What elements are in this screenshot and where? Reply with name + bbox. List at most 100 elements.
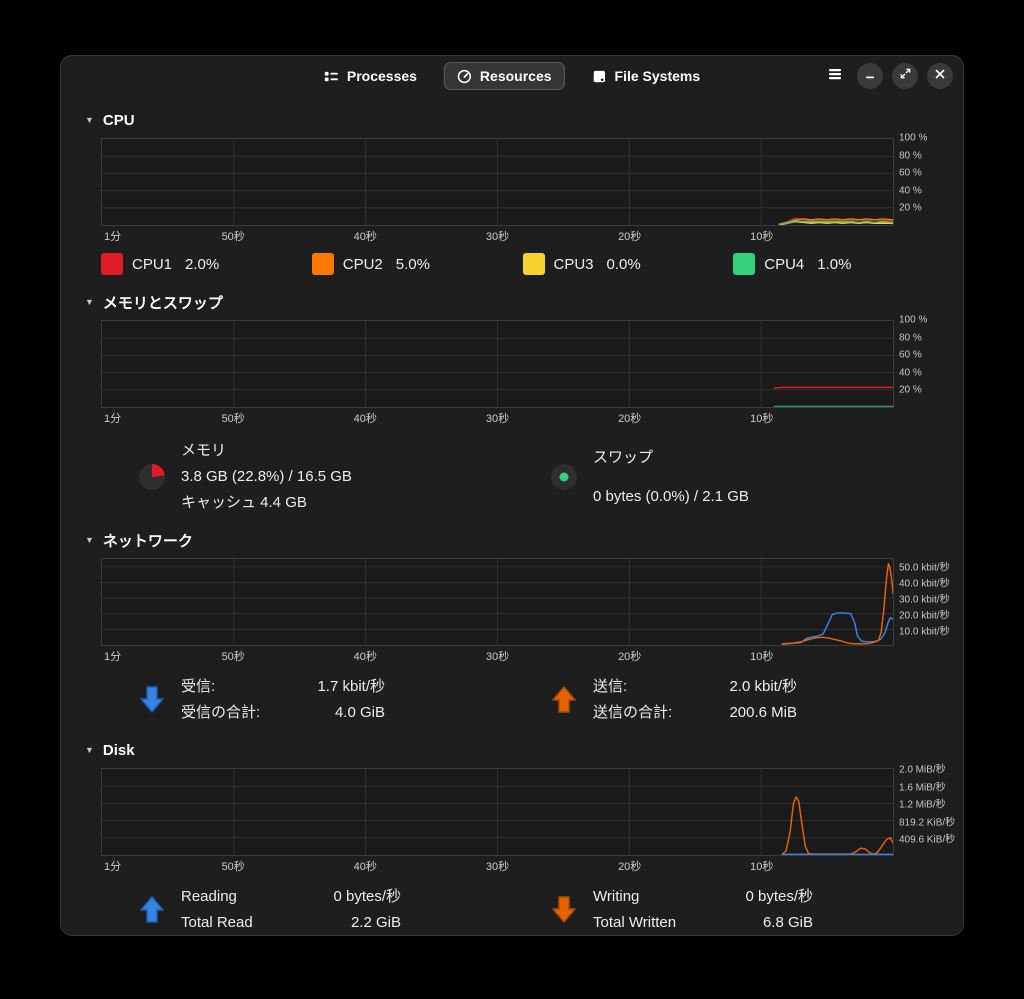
write-arrow-icon [551,895,577,925]
cpu-section-title: CPU [102,111,135,129]
cpu1-color-swatch [101,253,123,275]
hamburger-icon [827,67,843,86]
network-section-expander[interactable]: ▼ ネットワーク [85,529,963,551]
memory-chart-x-axis: 1分 50秒 40秒 30秒 20秒 10秒 [101,410,894,426]
tab-processes[interactable]: Processes [311,62,430,90]
x-axis-label: 20秒 [618,231,642,243]
y-axis-label: 60 % [899,167,922,179]
cpu-chart [101,138,894,226]
x-axis-label: 30秒 [485,861,510,873]
x-axis-label: 40秒 [353,651,377,663]
x-axis-label: 30秒 [485,413,510,425]
swap-detail-group: スワップ 0 bytes (0.0%) / 2.1 GB [551,438,963,516]
swap-dot [559,472,569,482]
disk-chart-y-axis: 2.0 MiB/秒 1.6 MiB/秒 1.2 MiB/秒 819.2 KiB/秒 40… [899,765,961,856]
write-label: Writing [593,888,640,905]
cpu3-label: CPU3 [553,255,594,273]
network-details: 受信: 1.7 kbit/秒 受信の合計: 4.0 GiB 送信: 2.0 kb… [139,674,963,726]
cpu-chart-area: 1分 50秒 40秒 30秒 20秒 10秒 100 % 80 % 60 % 40 % 20 % [101,133,963,244]
y-axis-label: 819.2 KiB/秒 [899,817,956,829]
send-total-label: 送信の合計: [593,704,673,721]
tab-resources[interactable]: Resources [443,62,565,90]
y-axis-label: 80 % [899,150,922,162]
x-axis-label: 10秒 [750,651,774,663]
chevron-down-icon: ▼ [85,744,94,755]
x-axis-label: 30秒 [485,651,510,663]
network-receive-group: 受信: 1.7 kbit/秒 受信の合計: 4.0 GiB [139,674,551,726]
memory-usage: 3.8 GB (22.8%) / 16.5 GB [181,468,352,485]
tab-processes-label: Processes [346,68,417,84]
upload-arrow-icon [551,685,577,715]
y-axis-label: 100 % [899,132,928,144]
minimize-icon [864,67,876,85]
y-axis-label: 1.6 MiB/秒 [899,782,946,794]
memory-details: メモリ 3.8 GB (22.8%) / 16.5 GB キャッシュ 4.4 G… [139,438,963,516]
cpu2-label: CPU2 [342,255,383,273]
y-axis-label: 40.0 kbit/秒 [899,578,950,590]
disk-write-group: Writing 0 bytes/秒 Total Written 6.8 GiB [551,884,963,935]
send-value: 2.0 kbit/秒 [729,678,797,695]
x-axis-label: 10秒 [750,413,774,425]
close-icon [934,67,946,85]
disk-section-expander[interactable]: ▼ Disk [85,739,963,761]
disk-details: Reading 0 bytes/秒 Total Read 2.2 GiB Wri… [139,884,963,935]
memory-chart-area: 1分 50秒 40秒 30秒 20秒 10秒 100 % 80 % 60 % 40 % 20 % [101,315,963,426]
y-axis-label: 1.2 MiB/秒 [899,799,946,811]
y-axis-label: 20 % [899,384,922,396]
network-chart-y-axis: 50.0 kbit/秒 40.0 kbit/秒 30.0 kbit/秒 20.0 kb… [899,558,961,646]
receive-total-value: 4.0 GiB [334,704,385,721]
cpu1-value: 2.0% [185,255,220,273]
x-axis-label: 1分 [104,413,122,425]
y-axis-label: 20.0 kbit/秒 [899,610,950,622]
maximize-button[interactable] [892,63,918,89]
read-total-label: Total Read [181,914,253,931]
x-axis-label: 40秒 [353,861,377,873]
read-value: 0 bytes/秒 [333,888,401,905]
memory-chart-y-axis: 100 % 80 % 60 % 40 % 20 % [899,315,961,408]
send-total-value: 200.6 MiB [729,704,797,721]
read-arrow-icon [139,895,165,925]
y-axis-label: 20 % [899,202,922,214]
x-axis-label: 10秒 [750,861,774,873]
swap-label: スワップ [593,448,654,466]
memory-section-expander[interactable]: ▼ メモリとスワップ [85,291,963,313]
x-axis-label: 1分 [104,231,122,243]
tab-file-systems[interactable]: File Systems [579,62,714,90]
y-axis-label: 2.0 MiB/秒 [899,764,946,776]
tab-resources-label: Resources [479,68,552,84]
x-axis-label: 20秒 [618,651,642,663]
read-label: Reading [181,888,237,905]
system-monitor-window: Processes Resources File Systems [60,55,964,936]
x-axis-label: 50秒 [221,231,245,243]
cpu-section-expander[interactable]: ▼ CPU [85,109,963,131]
cpu2-color-swatch [311,253,334,275]
x-axis-label: 10秒 [750,231,774,243]
x-axis-label: 30秒 [485,231,510,243]
memory-pie-icon [139,464,165,490]
y-axis-label: 40 % [899,185,922,197]
memory-chart [101,320,894,408]
cpu4-label: CPU4 [764,255,805,273]
cpu2-legend-item: CPU2 5.0% [311,250,523,278]
x-axis-label: 50秒 [221,651,245,663]
y-axis-label: 80 % [899,332,922,344]
y-axis-label: 60 % [899,349,922,361]
close-button[interactable] [927,63,953,89]
y-axis-label: 409.6 KiB/秒 [899,834,956,846]
cpu2-value: 5.0% [395,255,430,273]
file-systems-icon [592,69,607,84]
chevron-down-icon: ▼ [85,296,94,307]
menu-button[interactable] [822,63,848,89]
cpu3-color-swatch [522,253,545,275]
network-chart-x-axis: 1分 50秒 40秒 30秒 20秒 10秒 [101,648,894,664]
x-axis-label: 1分 [104,651,122,663]
write-total-label: Total Written [593,914,677,931]
chevron-down-icon: ▼ [85,534,94,545]
x-axis-label: 50秒 [221,413,245,425]
cpu4-legend-item: CPU4 1.0% [733,250,944,278]
minimize-button[interactable] [857,63,883,89]
network-chart-area: 1分 50秒 40秒 30秒 20秒 10秒 50.0 kbit/秒 40.0 kbit/秒… [101,558,963,664]
swap-pie-icon [551,464,577,490]
y-axis-label: 50.0 kbit/秒 [899,562,950,574]
disk-section-title: Disk [102,741,135,759]
